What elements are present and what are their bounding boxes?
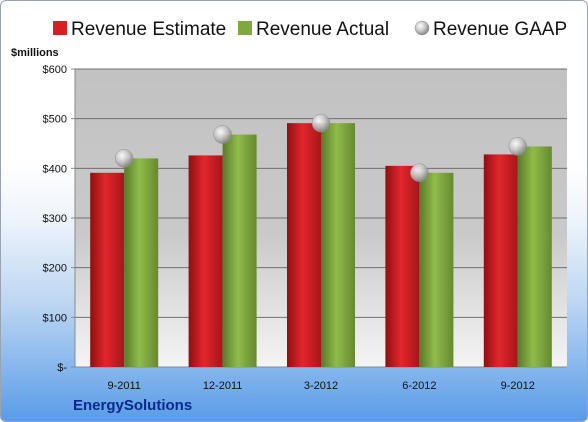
actual-bar <box>124 158 159 367</box>
legend-label: Revenue Estimate <box>71 19 226 40</box>
estimate-bar <box>483 154 518 367</box>
company-name: EnergySolutions <box>73 397 193 414</box>
legend-label: Revenue Actual <box>256 19 389 40</box>
y-tick-label: $300 <box>43 213 67 225</box>
y-tick-label: $- <box>57 362 67 374</box>
y-tick-label: $100 <box>43 312 67 324</box>
y-tick-label: $400 <box>43 163 67 175</box>
x-tick-label: 9-2012 <box>501 380 535 392</box>
y-tick-label: $600 <box>43 64 67 76</box>
bars <box>90 113 552 368</box>
estimate-bar <box>287 123 321 368</box>
estimate-bar <box>90 172 125 367</box>
y-tick-label: $500 <box>43 114 67 126</box>
gaap-marker <box>114 149 134 168</box>
x-tick-label: 9-2011 <box>107 380 140 392</box>
legend-swatch-estimate <box>53 21 67 35</box>
gaap-marker <box>213 125 232 144</box>
actual-bar <box>321 123 355 368</box>
estimate-bar <box>188 155 223 367</box>
legend-label: Revenue GAAP <box>433 19 567 40</box>
actual-bar <box>419 172 454 367</box>
gaap-marker <box>311 113 331 133</box>
gaap-marker <box>508 137 528 156</box>
x-tick-label: 3-2012 <box>304 380 338 392</box>
y-tick-label: $200 <box>43 263 67 275</box>
legend-swatch-actual <box>238 21 252 35</box>
legend-swatch-gaap <box>414 20 430 36</box>
x-tick-label: 6-2012 <box>402 380 436 392</box>
legend: Revenue Estimate Revenue Actual Revenue GA… <box>53 19 567 40</box>
actual-bar <box>517 146 552 367</box>
gaap-marker <box>410 163 429 183</box>
actual-bar <box>222 134 257 367</box>
y-axis-unit-label: $millions <box>11 47 59 59</box>
axis-ticks: $- $100 $200 $300 $400 $500 $600 9-2011 12-2011 3… <box>43 64 535 392</box>
x-tick-label: 12-2011 <box>203 380 243 392</box>
estimate-bar <box>385 165 420 367</box>
